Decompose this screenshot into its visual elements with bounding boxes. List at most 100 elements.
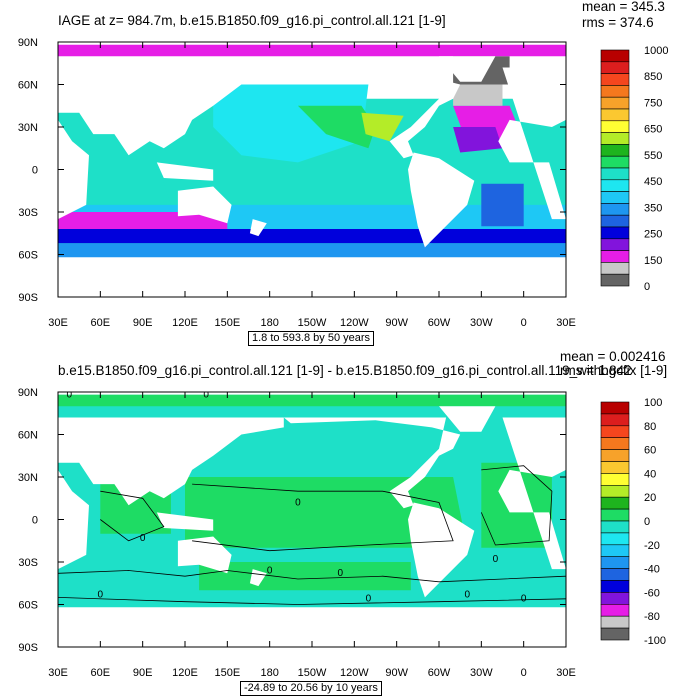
y-tick-label: 90S — [18, 642, 38, 654]
top-chart-title: IAGE at z= 984.7m, b.e15.B1850.f09_g16.p… — [58, 13, 446, 28]
map-field — [58, 42, 566, 297]
colorbar-swatch — [600, 191, 630, 204]
y-tick-label: 0 — [32, 165, 38, 177]
land-asia — [58, 67, 284, 156]
y-tick-label: 90N — [18, 37, 38, 49]
y-tick-label: 30S — [18, 207, 38, 219]
x-tick-label: 30W — [470, 317, 493, 329]
colorbar-swatch — [600, 449, 630, 462]
colorbar-swatch — [600, 85, 630, 98]
x-tick-label: 90E — [133, 317, 153, 329]
bottom-panel: b.e15.B1850.f09_g16.pi_control.all.121 [… — [0, 349, 700, 700]
colorbar-swatch — [600, 568, 630, 581]
contour-line — [58, 597, 566, 605]
colorbar-label: 1000 — [644, 45, 668, 57]
contour-label: 0 — [464, 589, 470, 600]
colorbar-swatch — [600, 179, 630, 192]
contour-label: 0 — [337, 568, 343, 579]
colorbar-swatch — [600, 167, 630, 181]
colorbar-label: -60 — [644, 587, 660, 599]
colorbar-swatch — [600, 520, 630, 534]
colorbar-label: -40 — [644, 564, 660, 576]
x-tick-label: 180 — [260, 667, 278, 679]
land-antarctica — [58, 618, 566, 647]
land-south-america — [408, 502, 475, 598]
y-tick-label: 60N — [18, 430, 38, 442]
y-tick-label: 30N — [18, 472, 38, 484]
x-tick-label: 30E — [556, 667, 576, 679]
contour-label: 0 — [366, 594, 372, 605]
colorbar-swatch — [600, 273, 630, 287]
colorbar-swatch — [600, 214, 630, 228]
map-field: 0 0 0 0 0 0 0 0 0 0 0 — [58, 390, 566, 647]
colorbar-label: -20 — [644, 540, 660, 552]
colorbar-swatch — [600, 485, 630, 498]
colorbar-label: -100 — [644, 635, 666, 647]
field-north-pacific — [297, 105, 376, 149]
x-tick-label: 120E — [172, 667, 198, 679]
colorbar-label: 0 — [644, 281, 650, 293]
land-north-america — [283, 67, 461, 159]
land-australia — [177, 186, 232, 224]
colorbar-swatch — [600, 615, 630, 629]
land-north-america — [283, 417, 461, 509]
x-tick-label: 120W — [340, 667, 369, 679]
colorbar-label: 20 — [644, 492, 656, 504]
land-south-america — [408, 152, 475, 248]
y-tick-label: 90S — [18, 292, 38, 304]
colorbar-swatch — [600, 238, 630, 251]
y-tick-label: 0 — [32, 515, 38, 527]
bottom-mean-label: mean = 0.002416 — [560, 349, 666, 364]
colorbar-swatch — [600, 544, 630, 558]
field-atlantic-purple — [453, 127, 503, 153]
colorbar-swatch — [600, 413, 630, 427]
colorbar-label: 80 — [644, 421, 656, 433]
colorbar-swatch — [600, 226, 630, 240]
contour-label: 0 — [267, 565, 273, 576]
contour-label: 0 — [140, 533, 146, 544]
colorbar-label: 0 — [644, 516, 650, 528]
colorbar-swatch — [600, 532, 630, 546]
colorbar-swatch — [600, 592, 630, 605]
top-chart: 30E 60E 90E 120E 150E 180 150W 120W 90W 60W 30W 0 30… — [18, 37, 669, 329]
colorbar-swatch — [600, 496, 630, 510]
colorbar-swatch — [600, 203, 630, 216]
field-southern-mid — [58, 243, 566, 258]
colorbar-swatch — [600, 250, 630, 263]
contour-label: 0 — [203, 390, 209, 401]
colorbar-label: 650 — [644, 124, 662, 136]
contour-label: 0 — [493, 554, 499, 565]
x-tick-label: 30W — [470, 667, 493, 679]
x-tick-label: 120E — [172, 317, 198, 329]
colorbar-swatch — [600, 61, 630, 74]
x-tick-label: 150W — [298, 667, 327, 679]
colorbar-swatch — [600, 262, 630, 275]
land-antarctica — [58, 268, 566, 297]
field-north-pacific-yellow — [361, 112, 404, 142]
colorbar-swatch — [600, 461, 630, 474]
y-tick-label: 60N — [18, 80, 38, 92]
field-southern-blue — [58, 229, 566, 244]
colorbar-label: 250 — [644, 229, 662, 241]
land-africa-west — [58, 469, 89, 570]
contour-label: 0 — [521, 594, 527, 605]
colorbar-swatch — [600, 508, 630, 522]
colorbar-label: 150 — [644, 255, 662, 267]
contour-label: 0 — [67, 390, 73, 401]
land-greenland — [439, 406, 496, 432]
field-south-atlantic-blue — [481, 183, 524, 227]
x-tick-label: 90E — [133, 667, 153, 679]
colorbar-swatch — [600, 132, 630, 145]
colorbar-swatch — [600, 556, 630, 569]
land-greenland — [439, 56, 496, 82]
colorbar-swatch — [600, 473, 630, 486]
y-tick-label: 30S — [18, 557, 38, 569]
land-australia — [177, 536, 232, 574]
land-asia — [58, 417, 284, 506]
colorbar-label: -80 — [644, 611, 660, 623]
x-tick-label: 30E — [556, 317, 576, 329]
x-tick-label: 150W — [298, 317, 327, 329]
colorbar-swatch — [600, 627, 630, 641]
x-tick-label: 180 — [260, 317, 278, 329]
bottom-chart-title: b.e15.B1850.f09_g16.pi_control.all.121 [… — [58, 363, 668, 378]
